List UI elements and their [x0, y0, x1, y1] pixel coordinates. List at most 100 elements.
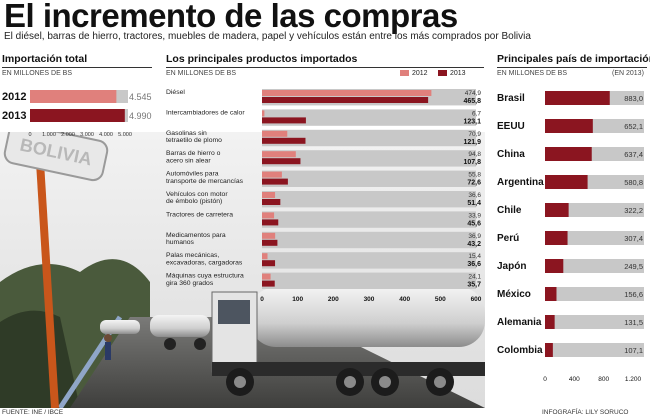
country-bar	[545, 147, 592, 161]
product-bar-2013	[262, 158, 301, 165]
trucks-photo: BOLIVIA	[0, 132, 485, 408]
product-axis-tick: 0	[260, 296, 264, 303]
country-bar	[545, 343, 553, 357]
bolivia-sign: BOLIVIA	[3, 132, 109, 182]
country-value: 307,4	[624, 234, 643, 243]
product-value-2012: 70,9	[468, 131, 481, 138]
product-label: excavadoras, cargadoras	[166, 259, 243, 266]
product-value-2013: 123,1	[463, 118, 481, 125]
legend-2012: 2012	[400, 70, 428, 77]
products-rule	[166, 67, 484, 68]
product-label: Barras de hierro o	[166, 150, 221, 157]
product-row-bg	[262, 231, 476, 249]
country-axis-tick: 0	[543, 376, 547, 383]
country-bar-track	[545, 315, 644, 329]
product-row-bg	[262, 109, 476, 126]
product-value-2013: 121,9	[463, 139, 481, 146]
country-value: 652,1	[624, 122, 643, 131]
product-row-bg	[262, 150, 476, 167]
product-axis-tick: 300	[364, 296, 375, 303]
products-unit: EN MILLONES DE BS	[166, 70, 237, 77]
product-bar-2013	[262, 280, 275, 287]
product-bar-2012	[262, 253, 268, 260]
product-label: gira 360 grados	[166, 280, 214, 287]
product-value-2012: 24,1	[468, 274, 481, 281]
country-value: 156,6	[624, 290, 643, 299]
source-note: FUENTE: INE / IBCE	[2, 409, 64, 416]
product-bar-2012	[262, 171, 282, 178]
total-axis-tick: 5.000	[118, 132, 132, 138]
product-value-2013: 107,8	[463, 159, 481, 166]
product-label: Tractores de carretera	[166, 211, 233, 218]
product-value-2012: 55,8	[468, 172, 481, 179]
product-value-2012: 36,6	[468, 192, 481, 199]
country-value: 131,5	[624, 318, 643, 327]
product-axis-tick: 200	[328, 296, 339, 303]
product-value-2013: 35,7	[467, 282, 481, 289]
total-year-label: 2013	[2, 110, 26, 122]
country-value: 107,1	[624, 346, 643, 355]
countries-unit: EN MILLONES DE BS	[497, 70, 568, 77]
product-axis-tick: 400	[399, 296, 410, 303]
countries-year-note: (EN 2013)	[612, 70, 644, 77]
total-axis-tick: 0	[28, 132, 31, 138]
product-value-2012: 33,9	[468, 212, 481, 219]
country-bar	[545, 175, 588, 189]
countries-title: Principales país de importación	[497, 53, 650, 65]
country-bar-track	[545, 287, 644, 301]
country-axis-tick: 1.200	[625, 376, 642, 383]
product-row-bg	[262, 191, 476, 208]
product-bar-2012	[262, 110, 265, 117]
country-bar-track	[545, 231, 644, 245]
total-value-label: 4.990	[129, 111, 152, 121]
total-imports-unit: EN MILLONES DE BS	[2, 70, 73, 77]
country-value: 580,8	[624, 178, 643, 187]
country-bar	[545, 203, 569, 217]
country-bar	[545, 259, 564, 273]
product-bar-2012	[262, 212, 275, 219]
product-row-bg	[262, 129, 476, 147]
country-bar-track	[545, 203, 644, 217]
country-label: México	[497, 289, 531, 300]
total-axis-tick: 4.000	[99, 132, 113, 138]
product-bar-2013	[262, 117, 306, 124]
product-label: acero sin alear	[166, 157, 211, 164]
legend-2013-swatch	[438, 70, 447, 77]
product-label: Gasolinas sin	[166, 130, 207, 137]
product-row-bg	[262, 170, 476, 187]
product-row-bg	[262, 252, 476, 269]
product-value-2012: 94,8	[468, 151, 481, 158]
country-bar-track	[545, 343, 644, 357]
country-bar	[545, 287, 557, 301]
product-row-bg	[262, 211, 476, 228]
country-value: 249,5	[624, 262, 643, 271]
total-imports-rule	[2, 67, 152, 68]
country-axis-tick: 400	[569, 376, 580, 383]
product-bar-2012	[262, 273, 271, 280]
product-value-2013: 43,2	[467, 241, 481, 248]
total-imports-title: Importación total	[2, 53, 88, 65]
country-label: Argentina	[497, 177, 544, 188]
countries-rule	[497, 67, 647, 68]
country-value: 883,0	[624, 94, 643, 103]
product-label: tetraetilo de plomo	[166, 137, 222, 144]
product-value-2013: 45,6	[467, 220, 481, 227]
country-bar	[545, 315, 555, 329]
country-label: China	[497, 149, 525, 160]
product-value-2013: 72,6	[467, 180, 481, 187]
country-bar	[545, 91, 610, 105]
product-bar-2013	[262, 260, 276, 267]
product-bar-2013	[262, 199, 281, 205]
product-label: Diésel	[166, 89, 185, 96]
total-axis-tick: 1.000	[42, 132, 56, 138]
product-value-2013: 36,6	[467, 261, 481, 268]
product-axis-tick: 100	[292, 296, 303, 303]
legend-2012-swatch	[400, 70, 409, 77]
product-bar-2013	[262, 219, 279, 226]
product-value-2012: 36,9	[468, 233, 481, 240]
page-subtitle: El diésel, barras de hierro, tractores, …	[4, 31, 531, 42]
product-bar-2013	[262, 239, 278, 246]
product-value-2012: 15,4	[468, 253, 481, 260]
legend-2012-label: 2012	[412, 70, 428, 77]
